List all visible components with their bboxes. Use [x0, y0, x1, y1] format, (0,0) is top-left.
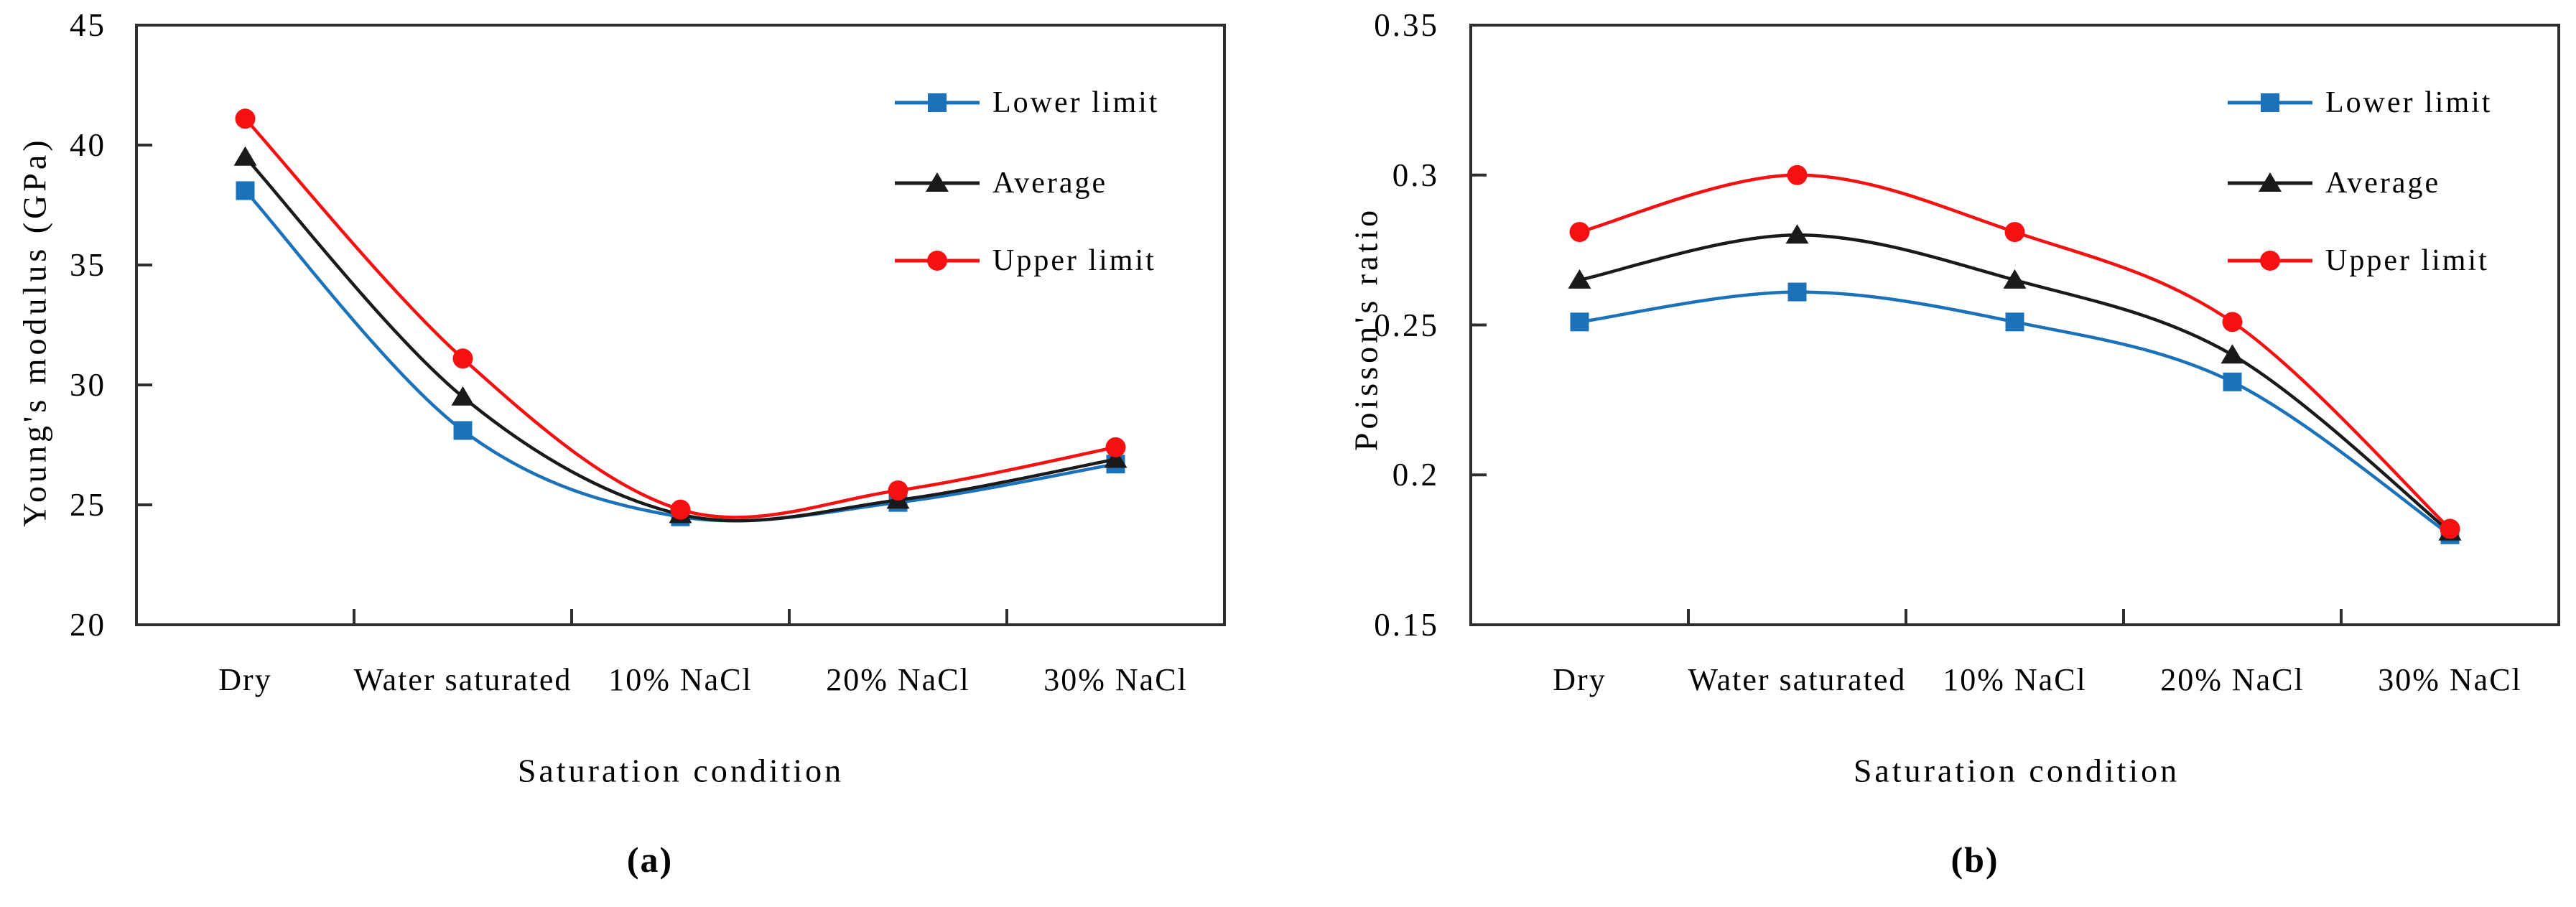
plot-border [135, 24, 1226, 626]
x-category-label: Water saturated [353, 662, 572, 697]
data-point-marker-upper [2440, 518, 2460, 539]
legend-label: Upper limit [2325, 244, 2489, 277]
y-tick-label: 45 [70, 7, 106, 43]
legend-label: Upper limit [992, 244, 1156, 277]
series-line-upper [243, 117, 1116, 519]
legend-black-triangle-line-icon [2228, 172, 2312, 192]
y-tick-label: 0.2 [1392, 457, 1439, 493]
y-tick-label: 30 [70, 367, 106, 403]
data-point-marker-average [2003, 269, 2027, 289]
y-tick-label: 40 [70, 127, 106, 163]
y-tick-label: 35 [70, 247, 106, 283]
x-axis-title-b: Saturation condition [1853, 752, 2180, 789]
legend-red-circle-line-icon [895, 251, 980, 271]
x-category-label: 20% NaCl [826, 662, 970, 697]
data-point-marker-lower [453, 421, 473, 440]
legend-black-triangle-line-icon [895, 172, 980, 192]
data-point-marker-upper [1787, 164, 1808, 185]
legend-item-lower-limit: Lower limit [2228, 85, 2492, 120]
data-point-marker-average [451, 386, 475, 406]
x-category-label: 30% NaCl [2378, 662, 2522, 697]
data-point-marker-upper [888, 480, 908, 501]
x-category-label: Dry [1553, 662, 1606, 697]
x-category-label: Water saturated [1688, 662, 1907, 697]
legend-marker [2260, 251, 2280, 271]
data-point-marker-lower [1787, 282, 1807, 302]
y-tick-label: 0.35 [1374, 7, 1439, 43]
y-axis-title-a: Young's modulus (GPa) [16, 136, 53, 527]
legend-red-circle-line-icon [2228, 251, 2312, 271]
data-point-marker-lower [1570, 312, 1589, 332]
chart-panel-a [135, 24, 1226, 626]
legend-blue-square-line-icon [895, 93, 980, 112]
data-point-marker-average [2221, 344, 2244, 364]
data-point-marker-average [1104, 448, 1127, 468]
data-point-marker-upper [235, 108, 256, 129]
panel-caption-b: (b) [1950, 839, 1999, 880]
legend-marker [927, 251, 947, 271]
y-tick-label: 0.3 [1392, 157, 1439, 193]
x-category-label: Dry [218, 662, 272, 697]
x-category-label: 10% NaCl [1943, 662, 2087, 697]
x-axis-title-a: Saturation condition [517, 752, 845, 789]
chart-panel-b [1469, 24, 2560, 626]
data-point-marker-lower [2005, 312, 2024, 332]
legend-label: Lower limit [2325, 86, 2493, 119]
y-tick-label: 20 [70, 607, 106, 643]
data-point-marker-lower [236, 181, 255, 200]
legend-blue-square-line-icon [2228, 93, 2312, 112]
data-point-marker-upper [2222, 312, 2243, 332]
legend-label: Average [2325, 167, 2441, 200]
data-point-marker-average [1568, 269, 1591, 289]
data-point-marker-upper [452, 348, 473, 369]
data-point-marker-upper [1105, 437, 1126, 457]
y-tick-label: 25 [70, 487, 106, 523]
legend-marker [928, 93, 947, 112]
data-point-marker-upper [1569, 222, 1590, 243]
y-tick-label: 0.15 [1374, 607, 1439, 643]
legend-label: Average [992, 167, 1108, 200]
data-point-marker-lower [2223, 372, 2242, 391]
legend-item-upper-limit: Upper limit [2228, 243, 2489, 278]
legend-marker [926, 172, 949, 192]
data-point-marker-upper [670, 499, 691, 520]
series-line-upper [1578, 173, 2452, 531]
legend-item-average: Average [2228, 166, 2440, 200]
data-point-marker-average [233, 146, 257, 166]
x-category-label: 20% NaCl [2160, 662, 2305, 697]
series-line-lower [243, 189, 1116, 523]
y-tick-label: 0.25 [1374, 307, 1439, 343]
x-category-label: 10% NaCl [608, 662, 753, 697]
legend-marker [2259, 172, 2282, 192]
x-category-label: 30% NaCl [1043, 662, 1188, 697]
series-line-average [243, 156, 1116, 523]
legend-item-average: Average [895, 166, 1107, 200]
data-point-marker-average [1785, 224, 1809, 244]
legend-label: Lower limit [992, 86, 1160, 119]
panel-caption-a: (a) [626, 839, 674, 880]
data-point-marker-upper [2004, 222, 2025, 243]
legend-item-upper-limit: Upper limit [895, 243, 1156, 278]
legend-item-lower-limit: Lower limit [895, 85, 1159, 120]
legend-marker [2261, 93, 2279, 112]
